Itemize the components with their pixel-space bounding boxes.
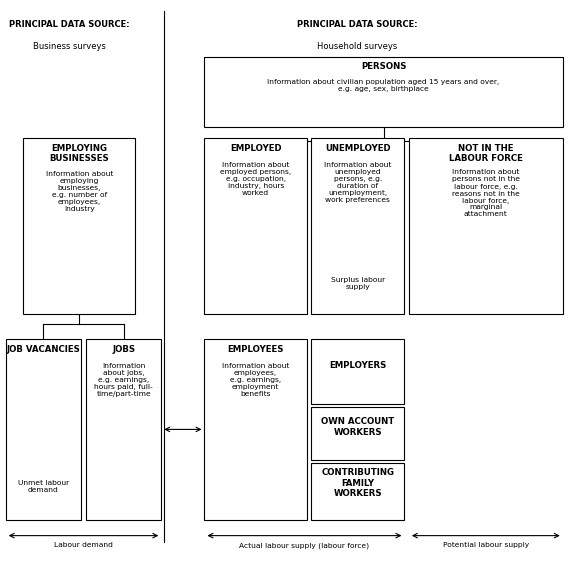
Text: NOT IN THE
LABOUR FORCE: NOT IN THE LABOUR FORCE (449, 144, 523, 163)
Text: Actual labour supply (labour force): Actual labour supply (labour force) (240, 542, 369, 549)
Bar (204, 339, 307, 520)
Text: JOBS: JOBS (112, 345, 135, 354)
Text: Unmet labour
demand: Unmet labour demand (18, 480, 69, 493)
Text: EMPLOYED: EMPLOYED (230, 144, 282, 153)
Text: Labour demand: Labour demand (54, 542, 113, 549)
Text: Potential labour supply: Potential labour supply (443, 542, 529, 549)
Text: PRINCIPAL DATA SOURCE:: PRINCIPAL DATA SOURCE: (297, 20, 418, 29)
Text: PRINCIPAL DATA SOURCE:: PRINCIPAL DATA SOURCE: (9, 20, 130, 29)
Bar (204, 138, 307, 314)
Text: Information about
employing
businesses,
e.g. number of
employees,
industry: Information about employing businesses, … (46, 171, 113, 212)
Text: EMPLOYING
BUSINESSES: EMPLOYING BUSINESSES (50, 144, 109, 163)
Text: Household surveys: Household surveys (317, 42, 397, 51)
Text: Surplus labour
supply: Surplus labour supply (331, 277, 385, 290)
Bar (311, 138, 404, 314)
Bar (23, 138, 135, 314)
Bar (409, 138, 563, 314)
Text: UNEMPLOYED: UNEMPLOYED (325, 144, 391, 153)
Text: Information about
employed persons,
e.g. occupation,
industry, hours
worked: Information about employed persons, e.g.… (220, 162, 291, 196)
Text: Information about civilian population aged 15 years and over,
e.g. age, sex, bir: Information about civilian population ag… (267, 79, 500, 92)
Bar (311, 407, 404, 460)
Text: EMPLOYERS: EMPLOYERS (329, 362, 386, 370)
Bar (311, 463, 404, 520)
Text: Information
about jobs,
e.g. earnings,
hours paid, full-
time/part-time: Information about jobs, e.g. earnings, h… (94, 363, 153, 397)
Bar (204, 56, 563, 127)
Text: Information about
employees,
e.g. earnings,
employment
benefits: Information about employees, e.g. earnin… (222, 363, 289, 397)
Bar (6, 339, 81, 520)
Bar (311, 339, 404, 404)
Text: Business surveys: Business surveys (33, 42, 105, 51)
Text: JOB VACANCIES: JOB VACANCIES (6, 345, 80, 354)
Text: Information about
persons not in the
labour force, e.g.
reasons not in the
labou: Information about persons not in the lab… (452, 170, 520, 218)
Text: PERSONS: PERSONS (361, 62, 406, 71)
Text: EMPLOYEES: EMPLOYEES (228, 345, 284, 354)
Text: CONTRIBUTING
FAMILY
WORKERS: CONTRIBUTING FAMILY WORKERS (321, 468, 394, 498)
Text: Information about
unemployed
persons, e.g.
duration of
unemployment,
work prefer: Information about unemployed persons, e.… (324, 162, 391, 203)
Bar (86, 339, 161, 520)
Text: OWN ACCOUNT
WORKERS: OWN ACCOUNT WORKERS (321, 417, 395, 437)
